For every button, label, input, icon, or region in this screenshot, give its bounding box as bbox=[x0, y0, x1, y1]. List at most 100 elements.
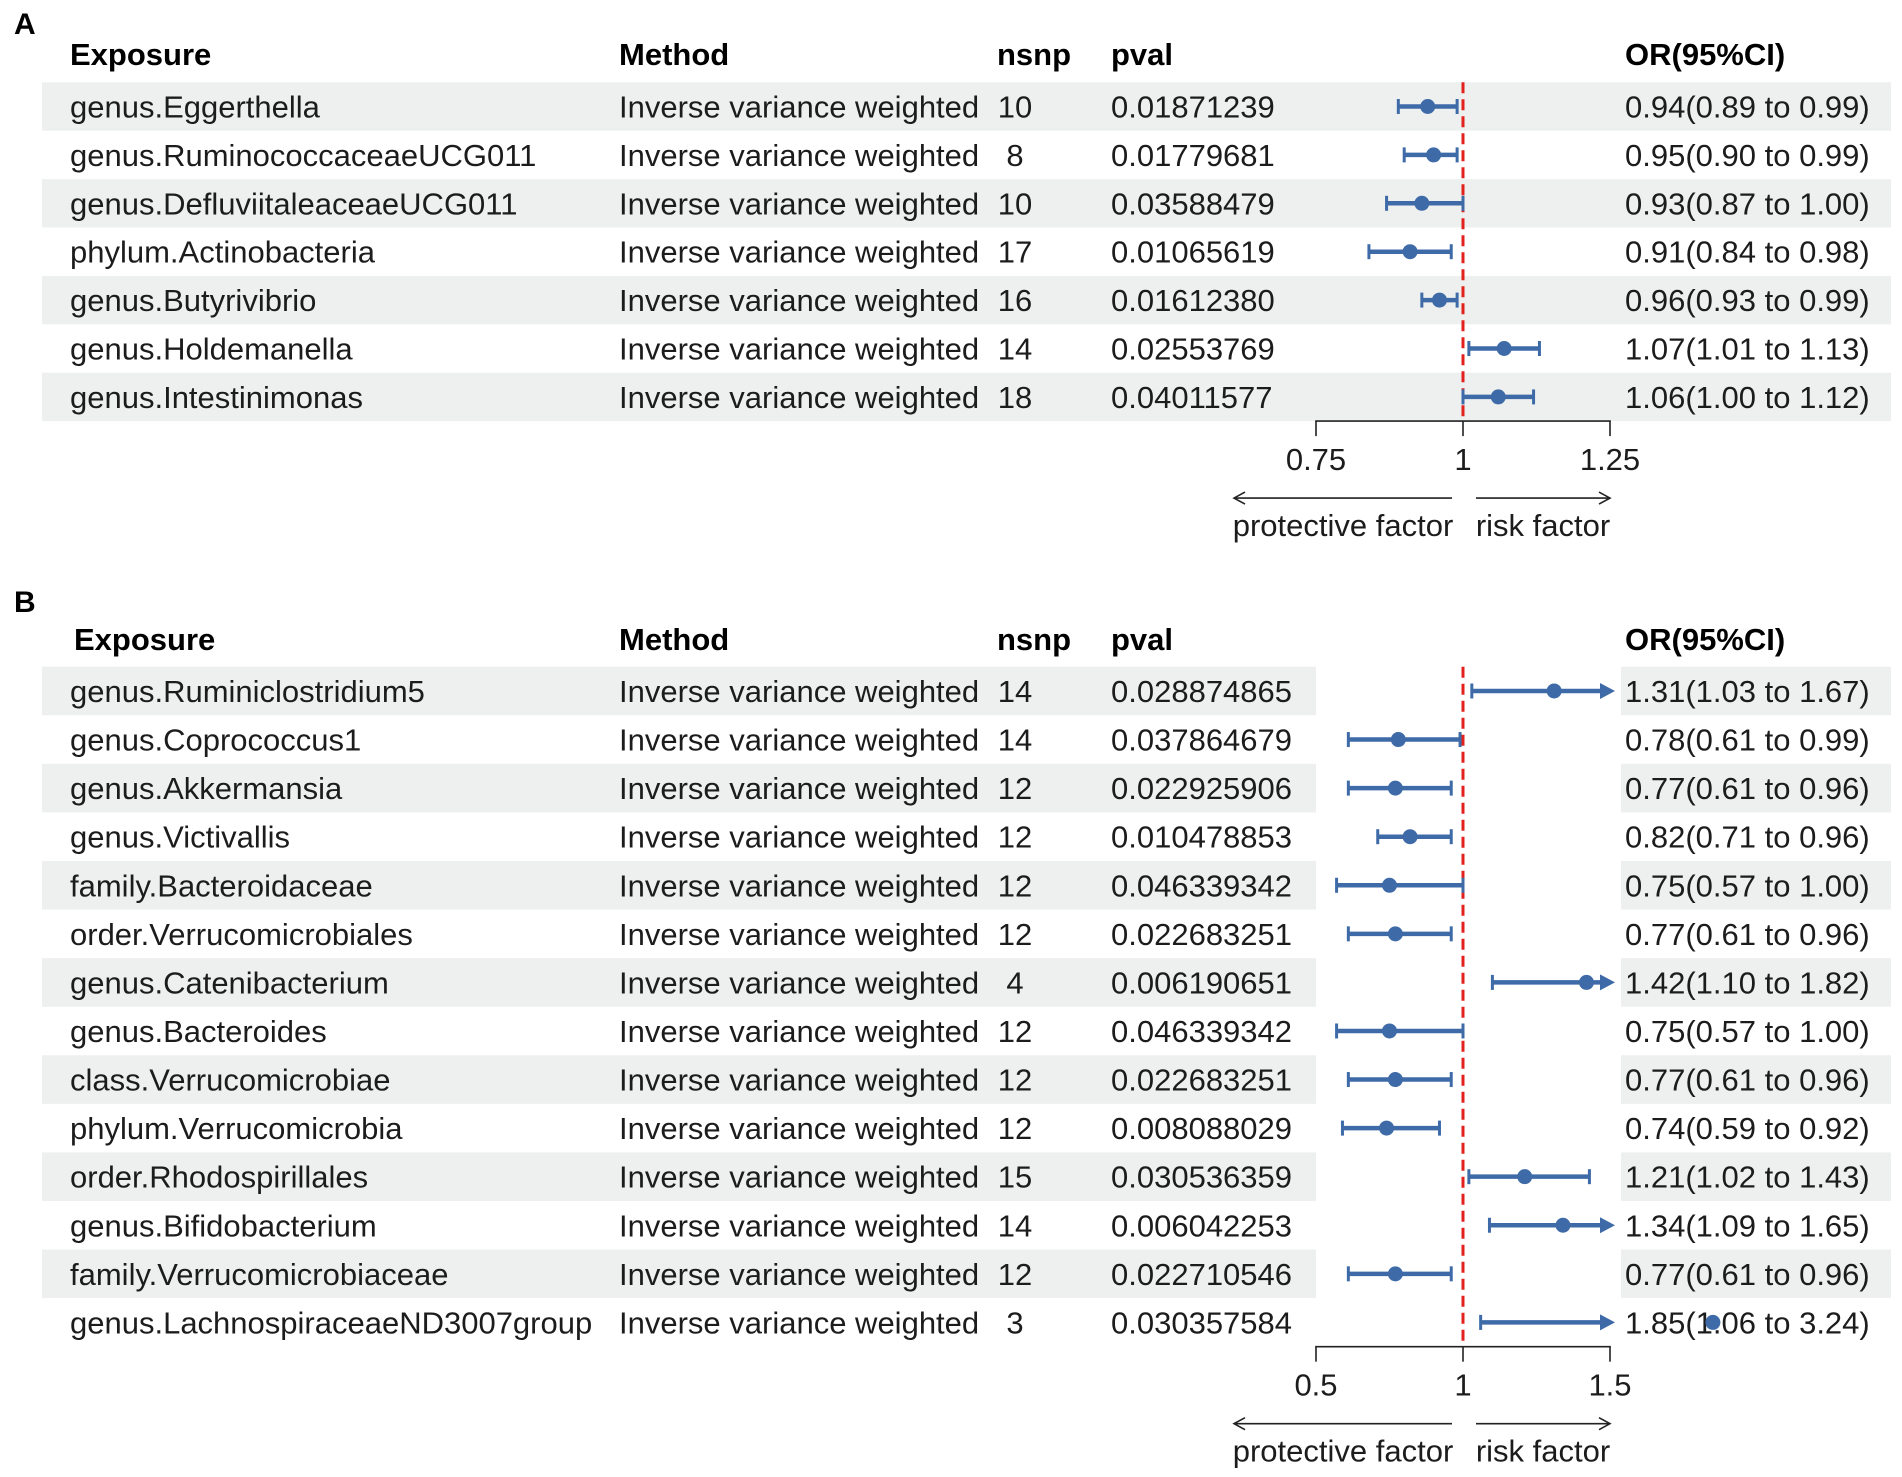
row-stripe bbox=[42, 1055, 1316, 1104]
or-point bbox=[1578, 974, 1594, 990]
row-stripe bbox=[42, 860, 1316, 910]
nsnp-cell: 12 bbox=[998, 868, 1032, 903]
or-ci-cell: 0.77(0.61 to 0.96) bbox=[1625, 771, 1870, 806]
risk-arrow-head bbox=[1598, 491, 1612, 505]
method-cell: Inverse variance weighted bbox=[619, 820, 979, 855]
protective-factor-label: protective factor bbox=[1233, 1434, 1454, 1469]
exposure-cell: genus.RuminococcaceaeUCG011 bbox=[70, 138, 536, 173]
table-row: genus.Butyrivibrio Inverse variance weigh… bbox=[70, 283, 1870, 318]
header-method: Method bbox=[619, 37, 729, 72]
exposure-cell: genus.Bacteroides bbox=[70, 1014, 327, 1049]
method-cell: Inverse variance weighted bbox=[619, 868, 979, 903]
exposure-cell: phylum.Actinobacteria bbox=[70, 235, 376, 270]
pval-cell: 0.030357584 bbox=[1111, 1305, 1292, 1340]
x-axis: 0.5 1 1.5 bbox=[1294, 1345, 1632, 1403]
exposure-cell: genus.Bifidobacterium bbox=[70, 1208, 377, 1243]
exposure-cell: genus.LachnospiraceaeND3007group bbox=[70, 1305, 592, 1340]
nsnp-cell: 4 bbox=[1006, 965, 1023, 1000]
nsnp-cell: 3 bbox=[1006, 1305, 1023, 1340]
or-point bbox=[1414, 195, 1430, 211]
x-tick-label: 1.5 bbox=[1588, 1368, 1631, 1403]
table-row: phylum.Verrucomicrobia Inverse variance w… bbox=[70, 1111, 1870, 1146]
exposure-cell: genus.Catenibacterium bbox=[70, 965, 389, 1000]
header-pval: pval bbox=[1111, 37, 1173, 72]
x-tick-label: 1.25 bbox=[1580, 442, 1640, 477]
row-stripe bbox=[42, 1152, 1316, 1201]
table-row: genus.Eggerthella Inverse variance weight… bbox=[70, 90, 1870, 125]
row-stripe bbox=[1621, 958, 1891, 1007]
nsnp-cell: 12 bbox=[998, 1111, 1032, 1146]
row-stripe bbox=[42, 372, 1891, 422]
exposure-cell: class.Verrucomicrobiae bbox=[70, 1063, 390, 1098]
nsnp-cell: 12 bbox=[998, 1014, 1032, 1049]
pval-cell: 0.028874865 bbox=[1111, 674, 1292, 709]
ci-clip-arrow-right bbox=[1600, 1217, 1615, 1234]
exposure-cell: genus.Ruminiclostridium5 bbox=[70, 674, 425, 709]
or-ci-cell: 0.74(0.59 to 0.92) bbox=[1625, 1111, 1870, 1146]
or-point bbox=[1517, 1169, 1533, 1185]
pval-cell: 0.006042253 bbox=[1111, 1208, 1292, 1243]
pval-cell: 0.008088029 bbox=[1111, 1111, 1292, 1146]
row-stripes bbox=[42, 82, 1891, 422]
table-row: genus.Bifidobacterium Inverse variance we… bbox=[70, 1208, 1870, 1243]
method-cell: Inverse variance weighted bbox=[619, 90, 979, 125]
nsnp-cell: 14 bbox=[998, 332, 1032, 367]
exposure-cell: genus.Butyrivibrio bbox=[70, 283, 316, 318]
exposure-cell: genus.Coprococcus1 bbox=[70, 723, 361, 758]
or-ci-cell: 0.94(0.89 to 0.99) bbox=[1625, 90, 1870, 125]
pval-cell: 0.01779681 bbox=[1111, 138, 1275, 173]
exposure-cell: genus.Victivallis bbox=[70, 820, 290, 855]
or-ci-cell: 0.93(0.87 to 1.00) bbox=[1625, 186, 1870, 221]
method-cell: Inverse variance weighted bbox=[619, 186, 979, 221]
method-cell: Inverse variance weighted bbox=[619, 138, 979, 173]
protective-arrow-head bbox=[1232, 491, 1246, 505]
ci-clip-arrow-right bbox=[1600, 1314, 1615, 1331]
header-pval: pval bbox=[1111, 622, 1173, 657]
or-ci-cell: 0.78(0.61 to 0.99) bbox=[1625, 723, 1870, 758]
exposure-cell: genus.DefluviitaleaceaeUCG011 bbox=[70, 186, 517, 221]
ci-clip-arrow-right bbox=[1600, 974, 1615, 991]
table-row: genus.LachnospiraceaeND3007group Inverse … bbox=[70, 1305, 1870, 1340]
method-cell: Inverse variance weighted bbox=[619, 1063, 979, 1098]
method-cell: Inverse variance weighted bbox=[619, 965, 979, 1000]
pval-cell: 0.01612380 bbox=[1111, 283, 1275, 318]
pval-cell: 0.04011577 bbox=[1111, 380, 1272, 415]
method-cell: Inverse variance weighted bbox=[619, 1305, 979, 1340]
header-or-ci: OR(95%CI) bbox=[1625, 622, 1785, 657]
or-point bbox=[1420, 99, 1436, 114]
header-or-ci: OR(95%CI) bbox=[1625, 37, 1785, 72]
nsnp-cell: 14 bbox=[998, 1208, 1032, 1243]
method-cell: Inverse variance weighted bbox=[619, 1208, 979, 1243]
or-ci-cell: 0.91(0.84 to 0.98) bbox=[1625, 235, 1870, 270]
exposure-cell: family.Verrucomicrobiaceae bbox=[70, 1257, 448, 1292]
nsnp-cell: 17 bbox=[998, 235, 1032, 270]
risk-arrow-head bbox=[1598, 1416, 1612, 1431]
table-row: family.Verrucomicrobiaceae Inverse varian… bbox=[70, 1257, 1870, 1292]
table-row: genus.Ruminiclostridium5 Inverse variance… bbox=[70, 674, 1870, 709]
row-stripe bbox=[1621, 1249, 1891, 1299]
header-method: Method bbox=[619, 622, 729, 657]
nsnp-cell: 14 bbox=[998, 674, 1032, 709]
nsnp-cell: 15 bbox=[998, 1160, 1032, 1195]
protective-factor-label: protective factor bbox=[1233, 508, 1454, 543]
pval-cell: 0.022683251 bbox=[1111, 917, 1292, 952]
or-ci-cell: 1.07(1.01 to 1.13) bbox=[1625, 332, 1870, 367]
or-point bbox=[1705, 1314, 1721, 1330]
pval-cell: 0.046339342 bbox=[1111, 1014, 1292, 1049]
pval-cell: 0.022710546 bbox=[1111, 1257, 1292, 1292]
row-stripe bbox=[42, 1249, 1316, 1299]
or-ci-cell: 0.75(0.57 to 1.00) bbox=[1625, 1014, 1870, 1049]
x-tick-label: 0.75 bbox=[1286, 442, 1346, 477]
nsnp-cell: 12 bbox=[998, 1257, 1032, 1292]
nsnp-cell: 16 bbox=[998, 283, 1032, 318]
row-stripe bbox=[1621, 666, 1891, 716]
or-ci-cell: 0.77(0.61 to 0.96) bbox=[1625, 917, 1870, 952]
or-point bbox=[1387, 1072, 1403, 1088]
nsnp-cell: 12 bbox=[998, 1063, 1032, 1098]
method-cell: Inverse variance weighted bbox=[619, 1111, 979, 1146]
pval-cell: 0.022925906 bbox=[1111, 771, 1292, 806]
panel-label: B bbox=[14, 586, 36, 619]
or-point bbox=[1426, 147, 1442, 163]
or-ci-cell: 0.77(0.61 to 0.96) bbox=[1625, 1063, 1870, 1098]
